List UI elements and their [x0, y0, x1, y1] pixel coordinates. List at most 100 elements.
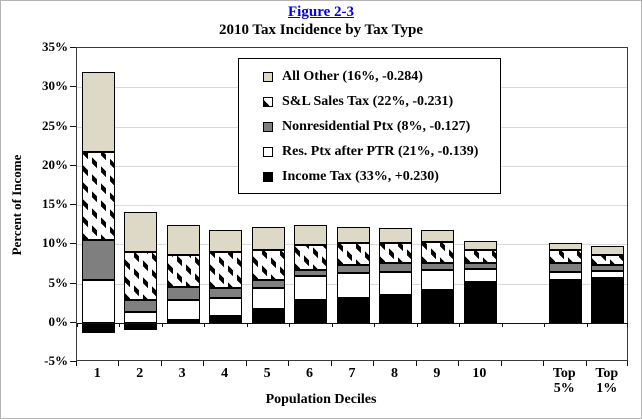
bar-segment-res_ptx: [591, 270, 625, 278]
legend-swatch-all_other: [263, 71, 273, 82]
bar-segment-all_other: [378, 227, 412, 243]
x-axis-tick: [373, 361, 375, 366]
bar-segment-sales_tax: [294, 245, 328, 271]
y-tick-label: 20%: [42, 156, 68, 172]
x-axis-tick: [458, 361, 460, 366]
zero-axis-tick: [416, 322, 418, 327]
x-axis-tick: [627, 361, 628, 366]
bar-segment-all_other: [463, 241, 497, 250]
y-axis-tick: [70, 204, 76, 205]
x-axis-tick: [160, 361, 162, 366]
zero-axis-tick: [119, 322, 121, 327]
bar-segment-sales_tax: [81, 151, 115, 241]
zero-axis-tick: [374, 322, 376, 327]
x-axis-tick: [500, 361, 502, 366]
zero-axis-line: [77, 322, 627, 324]
y-axis-title: Percent of Income: [9, 154, 24, 256]
x-category-label: 6: [306, 366, 314, 381]
bar-segment-res_ptx: [124, 311, 158, 323]
bar-segment-sales_tax: [251, 249, 285, 281]
x-axis-title: Population Deciles: [265, 392, 377, 407]
y-axis-tick: [70, 47, 76, 48]
x-axis-tick: [585, 361, 587, 366]
legend-label: S&L Sales Tax (22%, -0.231): [282, 93, 454, 109]
bar-segment-income_tax: [548, 280, 582, 323]
bar-segment-all_other: [209, 230, 243, 253]
zero-axis-tick: [331, 322, 333, 327]
legend-label: Nonresidential Ptx (8%, -0.127): [282, 118, 471, 134]
bar-segment-income_tax: [166, 319, 200, 323]
y-axis-tick: [70, 164, 76, 166]
bar-segment-nonres_ptx: [378, 263, 412, 272]
bar-segment-sales_tax: [209, 252, 243, 289]
legend-label: Res. Ptx after PTR (21%, -0.139): [282, 143, 479, 159]
y-axis-tick: [70, 282, 76, 284]
x-axis-tick: [245, 361, 247, 366]
x-axis-tick: [203, 361, 205, 366]
bar-segment-res_ptx: [378, 271, 412, 296]
bar-segment-all_other: [124, 212, 158, 253]
legend-label: All Other (16%, -0.284): [282, 68, 423, 84]
x-category-label: Top 5%: [552, 366, 576, 396]
bar-segment-income_tax: [591, 278, 625, 323]
bar-segment-all_other: [548, 242, 582, 250]
x-axis-tick: [543, 361, 545, 366]
zero-axis-tick: [501, 322, 503, 327]
legend-label: Income Tax (33%, +0.230): [282, 168, 439, 184]
bar-segment-res_ptx: [336, 273, 370, 299]
bar-segment-sales_tax: [548, 249, 582, 264]
x-category-label: 7: [348, 366, 356, 381]
bar-segment-sales_tax: [124, 252, 158, 300]
y-tick-label: 30%: [42, 78, 68, 94]
bar-segment-res_ptx: [166, 299, 200, 320]
y-tick-label: 25%: [42, 117, 68, 133]
zero-axis-tick: [586, 322, 588, 327]
bar-segment-nonres_ptx: [463, 263, 497, 269]
gridline: [77, 205, 627, 206]
bar-segment-res_ptx: [81, 279, 115, 323]
bar-segment-income_tax: [378, 295, 412, 323]
y-axis-tick: [70, 86, 76, 88]
x-axis-tick: [415, 361, 417, 366]
chart-legend: All Other (16%, -0.284) S&L Sales Tax (22…: [238, 58, 501, 194]
figure-number-link[interactable]: Figure 2-3: [288, 4, 354, 20]
zero-axis-tick: [77, 322, 78, 327]
bar-segment-res_ptx: [209, 298, 243, 317]
y-axis-tick: [70, 321, 76, 323]
y-tick-label: 15%: [42, 196, 68, 211]
zero-axis-tick: [459, 322, 461, 327]
bar-segment-all_other: [421, 230, 455, 242]
x-category-label: 9: [433, 366, 441, 381]
bar-segment-res_ptx: [548, 271, 582, 281]
bar-segment-res_ptx: [421, 270, 455, 290]
x-category-label: 1: [93, 366, 101, 381]
bar-segment-all_other: [81, 71, 115, 152]
bar-segment-res_ptx: [463, 268, 497, 282]
x-category-label: 5: [263, 366, 271, 381]
bar-segment-all_other: [166, 225, 200, 256]
zero-axis-tick: [161, 322, 163, 327]
zero-axis-tick: [246, 322, 248, 327]
bar-segment-nonres_ptx: [336, 265, 370, 274]
bar-segment-sales_tax: [166, 255, 200, 287]
zero-axis-tick: [627, 322, 628, 327]
x-axis-tick: [330, 361, 332, 366]
legend-item: Nonresidential Ptx (8%, -0.127): [263, 114, 500, 139]
bar-segment-nonres_ptx: [124, 299, 158, 312]
bar-segment-sales_tax: [378, 242, 412, 264]
bar-segment-all_other: [591, 245, 625, 256]
bar-segment-income_tax: [209, 316, 243, 323]
legend-item: Income Tax (33%, +0.230): [263, 164, 500, 189]
bar-segment-income_tax: [294, 299, 328, 323]
legend-swatch-nonres_ptx: [263, 121, 273, 132]
x-axis-tick: [118, 361, 120, 366]
bar-segment-nonres_ptx: [591, 264, 625, 271]
bar-segment-income_tax: [463, 281, 497, 323]
bar-segment-sales_tax: [463, 249, 497, 264]
x-category-label: 2: [136, 366, 144, 381]
bar-segment-nonres_ptx: [294, 270, 328, 277]
bar-segment-nonres_ptx: [421, 263, 455, 271]
bar-segment-res_ptx: [251, 288, 285, 309]
x-category-label: 3: [178, 366, 186, 381]
bar-segment-income_tax: [81, 322, 115, 333]
